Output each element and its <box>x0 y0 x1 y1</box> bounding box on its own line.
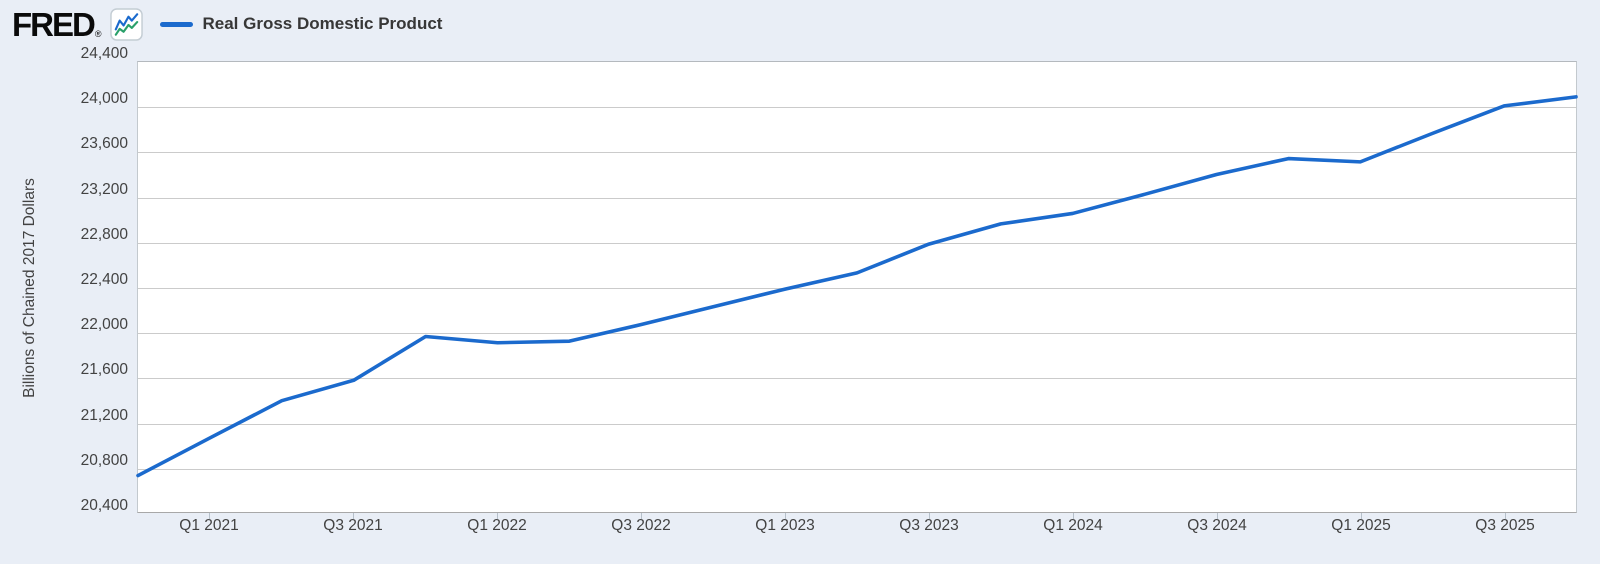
x-tick-mark <box>497 513 498 519</box>
x-tick-mark <box>1217 513 1218 519</box>
gridline <box>138 288 1576 289</box>
x-tick-mark <box>209 513 210 519</box>
y-tick-label: 22,000 <box>80 316 128 334</box>
gdp-line-chart <box>136 95 1578 478</box>
x-tick-label: Q3 2023 <box>899 517 959 534</box>
y-tick-label: 24,400 <box>80 45 128 62</box>
y-tick-label: 21,600 <box>80 361 128 379</box>
gridline <box>138 378 1576 380</box>
legend-series-label[interactable]: Real Gross Domestic Product <box>202 14 443 33</box>
y-tick-label: 20,400 <box>80 497 128 514</box>
x-tick-label: Q3 2024 <box>1187 517 1247 534</box>
y-tick-label: 22,400 <box>80 271 128 288</box>
fred-logo[interactable]: FRED ® <box>12 8 101 41</box>
fred-logo-text: FRED <box>12 5 96 43</box>
x-tick-label: Q1 2021 <box>179 517 239 534</box>
y-tick-label: 23,200 <box>80 180 128 198</box>
y-tick-label: 24,000 <box>80 90 128 108</box>
legend-line-swatch <box>160 21 194 27</box>
gridline <box>138 333 1576 335</box>
x-tick-mark <box>641 513 642 519</box>
chart-header: FRED ® Real Gross Domestic Product <box>12 6 442 42</box>
y-tick-label: 21,200 <box>80 406 128 424</box>
mini-line-chart-icon <box>110 7 144 41</box>
gridline <box>138 197 1576 199</box>
y-tick-label: 22,800 <box>80 225 128 243</box>
x-tick-label: Q3 2021 <box>323 517 383 534</box>
gridline <box>138 468 1576 470</box>
y-tick-label: 20,800 <box>80 451 128 469</box>
legend: Real Gross Domestic Product <box>160 14 442 34</box>
x-tick-mark <box>353 513 354 519</box>
x-tick-mark <box>1505 513 1506 519</box>
x-tick-mark <box>1073 513 1074 519</box>
x-tick-mark <box>785 513 786 519</box>
x-tick-label: Q1 2024 <box>1043 517 1103 534</box>
x-tick-mark <box>1361 513 1362 519</box>
x-tick-mark <box>929 513 930 519</box>
x-tick-label: Q3 2025 <box>1475 517 1535 534</box>
registered-trademark-symbol: ® <box>94 28 102 39</box>
gridline <box>138 152 1576 154</box>
gdp-series-line <box>136 95 1578 478</box>
x-tick-label: Q1 2022 <box>467 517 527 534</box>
gridline <box>138 423 1576 425</box>
x-tick-label: Q1 2025 <box>1331 517 1391 534</box>
x-tick-label: Q3 2022 <box>611 517 671 534</box>
gridline <box>138 242 1576 244</box>
x-tick-label: Q1 2023 <box>755 517 815 534</box>
plot-area <box>136 61 1578 513</box>
gridline <box>138 107 1576 109</box>
y-tick-label: 23,600 <box>80 135 128 153</box>
